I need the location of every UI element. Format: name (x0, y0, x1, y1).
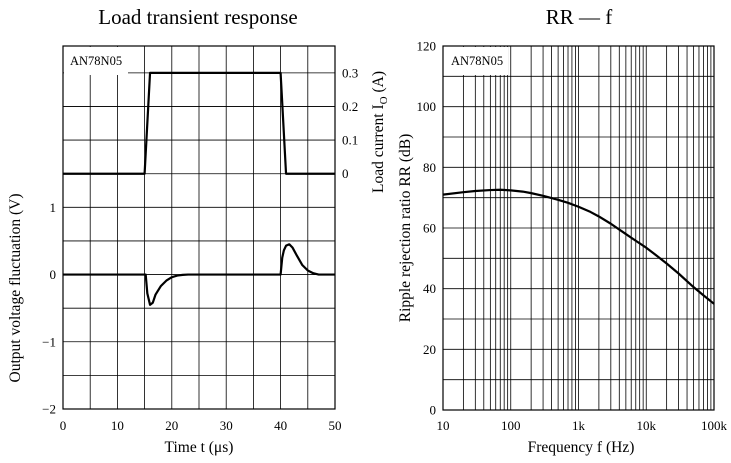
load-current-line (63, 71, 335, 175)
rr-frequency-x-axis-label: Frequency f (Hz) (528, 439, 635, 456)
load-transient-y-left-tick-label: −2 (42, 402, 56, 417)
load-transient-x-tick-label: 30 (220, 418, 233, 433)
rr-frequency-y-tick-label: 60 (423, 221, 436, 236)
load-current-label-subscript: O (378, 96, 390, 104)
rr-frequency-grid (443, 46, 714, 410)
rr-frequency-y-tick-label: 120 (417, 39, 437, 54)
load-transient-y-right-tick-label: 0.1 (342, 133, 358, 148)
load-current-label-unit: (A) (370, 71, 387, 96)
rr-frequency-y-axis-label: Ripple rejection ratio RR (dB) (397, 134, 414, 323)
load-transient-series (63, 71, 335, 306)
load-transient-y-right-label: Load current IO (A) (370, 71, 390, 193)
rr-frequency-label-box (444, 47, 508, 75)
load-transient-label-box (64, 47, 128, 75)
load-transient-y-right-tick-label: 0.2 (342, 99, 358, 114)
rr-frequency-title: RR — f (546, 5, 613, 29)
rr-frequency-chart: RR — f AN78N05 10 100 1k 10k 100k02040608010… (397, 5, 728, 456)
load-transient-y-left-tick-label: 1 (50, 200, 57, 215)
load-transient-y-left-tick-label: −1 (42, 334, 56, 349)
rr-frequency-y-tick-label: 80 (423, 160, 436, 175)
load-transient-x-tick-label: 40 (274, 418, 287, 433)
rr-frequency-y-tick-label: 100 (417, 99, 437, 114)
load-transient-frame (62, 45, 336, 410)
load-transient-y-right-tick-label: 0 (342, 166, 349, 181)
rr-frequency-y-tick-label: 0 (430, 403, 437, 418)
load-transient-y-right-tick-label: 0.3 (342, 65, 358, 80)
load-transient-grid (63, 46, 335, 409)
rr-frequency-series (442, 188, 715, 305)
rr-frequency-x-tick-label: 10k (637, 418, 657, 433)
rr-frequency-x-tick-label: 1k (572, 418, 586, 433)
output-voltage-line (63, 243, 335, 306)
rr-frequency-x-tick-label: 100 (501, 418, 521, 433)
load-transient-x-tick-label: 50 (329, 418, 342, 433)
load-transient-x-tick-label: 0 (60, 418, 67, 433)
rr-frequency-y-tick-label: 20 (423, 342, 436, 357)
load-transient-y-left-tick-label: 0 (50, 267, 57, 282)
load-current-label-text: Load current I (370, 104, 387, 193)
rr-frequency-ticks: 10 100 1k 10k 100k 0 20 40 60 80 100 120 (417, 39, 728, 434)
rr-frequency-y-tick-label: 40 (423, 281, 436, 296)
rr-frequency-device-label: AN78N05 (451, 54, 503, 68)
load-transient-x-axis-label: Time t (μs) (165, 439, 234, 456)
load-transient-title: Load transient response (98, 5, 297, 29)
rr-frequency-x-tick-label: 10 (437, 418, 450, 433)
load-transient-x-tick-label: 20 (165, 418, 178, 433)
rr-frequency-x-tick-label: 100k (701, 418, 728, 433)
load-transient-device-label: AN78N05 (70, 54, 122, 68)
load-transient-chart: Load transient response AN78N05 0 10 20 30 4… (7, 5, 390, 456)
load-transient-y-left-label: Output voltage fluctuation (V) (7, 194, 24, 383)
load-transient-x-tick-label: 10 (111, 418, 124, 433)
ripple-rejection-line (442, 188, 715, 305)
rr-frequency-frame (442, 45, 715, 411)
